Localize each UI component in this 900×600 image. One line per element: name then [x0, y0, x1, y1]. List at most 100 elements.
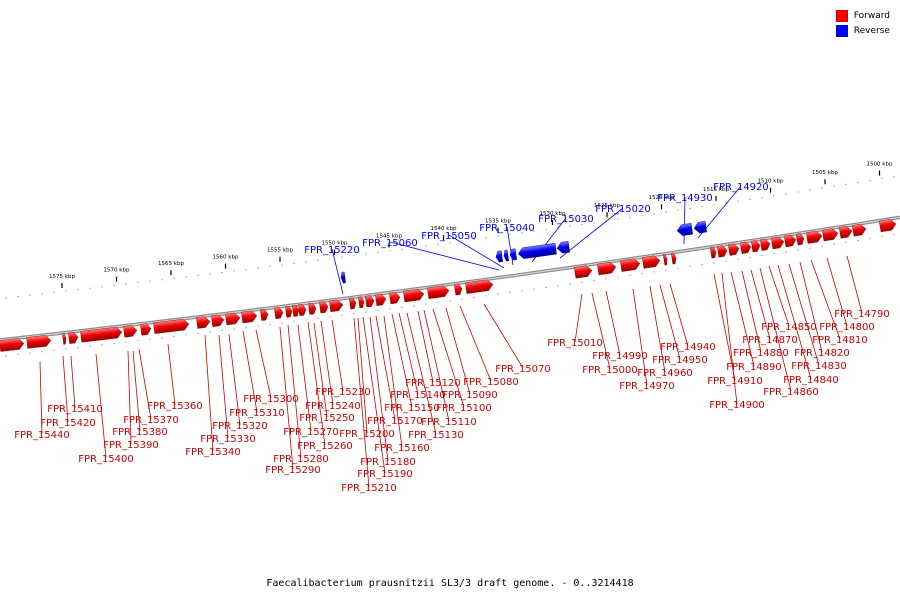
forward-gene-arrow	[642, 255, 661, 269]
reverse-gene-label: FPR_15060	[362, 238, 418, 249]
genome-backbone	[0, 176, 900, 357]
kbp-tick-label: 1560 kbp	[213, 255, 239, 261]
reverse-gene-label: FPR_14930	[657, 193, 713, 204]
leader-line	[483, 303, 524, 369]
forward-gene-arrow	[851, 223, 867, 237]
kbp-tick-label: 1520 kbp	[649, 195, 675, 201]
leader-line	[307, 321, 326, 446]
leader-line	[287, 324, 302, 459]
forward-gene-label: FPR_14900	[709, 400, 765, 411]
forward-gene-label: FPR_15250	[299, 413, 355, 424]
leader-line	[713, 273, 736, 381]
forward-gene-label: FPR_14830	[791, 361, 847, 372]
forward-gene-label: FPR_15380	[112, 427, 168, 438]
leader-line	[218, 334, 229, 439]
forward-gene-arrow	[241, 310, 258, 324]
reverse-gene-arrow	[556, 241, 570, 254]
leader-line	[459, 305, 492, 382]
reverse-swatch	[835, 24, 848, 37]
forward-gene-label: FPR_15400	[78, 454, 134, 465]
forward-gene-label: FPR_14890	[726, 362, 782, 373]
forward-gene-label: FPR_14880	[733, 348, 789, 359]
reverse-gene-arrow	[340, 271, 346, 284]
forward-gene-label: FPR_15080	[463, 377, 519, 388]
forward-gene-arrow	[375, 293, 387, 306]
forward-gene-label: FPR_15160	[374, 443, 430, 454]
leader-line	[649, 285, 666, 373]
forward-gene-label: FPR_15010	[547, 338, 603, 349]
leader-line	[741, 270, 762, 353]
leader-line	[799, 261, 823, 353]
leader-line	[398, 312, 419, 395]
forward-gene-label: FPR_14800	[819, 322, 875, 333]
reverse-gene-arrow	[495, 250, 503, 263]
forward-gene-label: FPR_14990	[592, 351, 648, 362]
forward-gene-arrow	[349, 297, 357, 310]
forward-gene-label: FPR_14840	[783, 375, 839, 386]
forward-swatch	[835, 9, 848, 22]
forward-gene-label: FPR_15170	[367, 416, 423, 427]
leader-line	[417, 310, 434, 383]
reverse-gene-label: FPR_15040	[479, 223, 535, 234]
forward-gene-arrow	[670, 252, 677, 265]
forward-gene-label: FPR_15270	[283, 427, 339, 438]
forward-gene-label: FPR_15090	[442, 390, 498, 401]
leader-line	[574, 293, 583, 343]
leader-line	[357, 317, 368, 434]
forward-gene-label: FPR_15140	[390, 390, 446, 401]
forward-gene-arrow	[716, 245, 728, 258]
leader-line	[70, 355, 76, 409]
forward-gene-arrow	[358, 296, 365, 309]
forward-gene-arrow	[759, 238, 771, 251]
forward-gene-arrow	[728, 243, 740, 256]
forward-gene-arrow	[822, 228, 839, 242]
leader-line	[95, 353, 107, 459]
leader-line	[389, 241, 500, 271]
forward-gene-arrow	[298, 304, 307, 316]
legend: Forward Reverse	[835, 8, 890, 38]
leader-line	[810, 259, 841, 340]
leader-line	[391, 313, 413, 408]
forward-gene-arrow	[153, 318, 190, 334]
leader-line	[683, 196, 686, 245]
forward-gene-label: FPR_14870	[742, 335, 798, 346]
forward-gene-arrow	[389, 292, 401, 305]
kbp-tick-label: 1575 kbp	[49, 274, 75, 280]
forward-gene-label: FPR_15260	[297, 441, 353, 452]
leader-line	[750, 269, 771, 340]
leader-line	[228, 333, 241, 426]
leader-line	[768, 265, 790, 327]
forward-gene-label: FPR_15100	[436, 403, 492, 414]
forward-gene-arrow	[454, 283, 463, 296]
forward-gene-arrow	[750, 240, 761, 253]
leader-line	[242, 330, 258, 413]
legend-forward: Forward	[835, 8, 890, 23]
leader-line	[369, 316, 389, 462]
forward-gene-label: FPR_14790	[834, 309, 890, 320]
forward-gene-label: FPR_15280	[273, 454, 329, 465]
forward-gene-label: FPR_15310	[229, 408, 285, 419]
forward-gene-arrow	[80, 326, 123, 343]
kbp-ruler: 1575 kbp 1570 kbp 1565 kbp 1560 kbp 1555 kbp…	[49, 162, 893, 289]
leader-line	[759, 267, 792, 392]
forward-gene-arrow	[795, 233, 805, 246]
leader-line	[506, 226, 514, 266]
forward-gene-arrow	[739, 241, 752, 254]
forward-gene-arrow	[427, 285, 450, 299]
kbp-tick-label: 1500 kbp	[867, 162, 893, 168]
forward-gene-label: FPR_15240	[305, 401, 361, 412]
forward-gene-label: FPR_14810	[812, 335, 868, 346]
kbp-tick-label: 1510 kbp	[758, 179, 784, 185]
gene-labels: FPR_15220FPR_15060FPR_15050FPR_15040FPR_…	[14, 182, 890, 494]
forward-gene-label: FPR_15440	[14, 430, 70, 441]
forward-gene-arrow	[68, 331, 79, 344]
forward-gene-arrow	[574, 265, 593, 279]
leader-line	[132, 350, 141, 432]
kbp-tick-label: 1505 kbp	[812, 170, 838, 176]
forward-gene-arrow	[771, 236, 785, 250]
forward-gene-label: FPR_15190	[357, 469, 413, 480]
reverse-gene-arrow	[509, 248, 517, 261]
forward-gene-label: FPR_14850	[761, 322, 817, 333]
forward-gene-arrow	[365, 295, 375, 308]
